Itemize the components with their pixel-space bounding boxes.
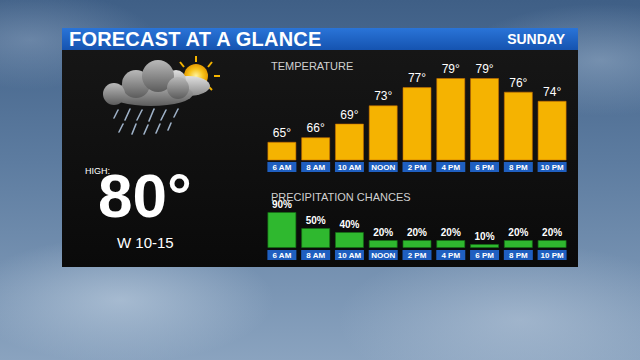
svg-text:8 AM: 8 AM <box>306 251 325 260</box>
svg-text:10%: 10% <box>475 231 495 242</box>
svg-text:50%: 50% <box>306 215 326 226</box>
svg-text:PRECIPITATION CHANCES: PRECIPITATION CHANCES <box>271 191 411 203</box>
svg-text:10 PM: 10 PM <box>541 251 564 260</box>
svg-text:20%: 20% <box>407 227 427 238</box>
svg-text:6 PM: 6 PM <box>475 251 494 260</box>
svg-text:90%: 90% <box>271 198 292 210</box>
svg-text:10 PM: 10 PM <box>541 163 564 172</box>
svg-text:20%: 20% <box>508 227 528 238</box>
svg-text:10 AM: 10 AM <box>338 251 362 260</box>
svg-text:6 PM: 6 PM <box>475 163 494 172</box>
svg-text:6 AM: 6 AM <box>272 163 291 172</box>
svg-text:79°: 79° <box>442 62 460 76</box>
svg-text:65°: 65° <box>273 126 291 140</box>
svg-text:NOON: NOON <box>371 163 395 172</box>
svg-text:20%: 20% <box>441 227 461 238</box>
svg-text:8 PM: 8 PM <box>509 163 528 172</box>
svg-text:6 AM: 6 AM <box>272 251 291 260</box>
svg-text:20%: 20% <box>373 227 393 238</box>
svg-text:66°: 66° <box>307 121 325 135</box>
svg-text:4 PM: 4 PM <box>441 251 460 260</box>
html-text:SUNDAY: SUNDAY <box>507 31 565 47</box>
svg-text:8 AM: 8 AM <box>306 163 325 172</box>
svg-text:79°: 79° <box>475 62 493 76</box>
svg-text:8 PM: 8 PM <box>509 251 528 260</box>
svg-text:10 AM: 10 AM <box>338 163 362 172</box>
svg-text:2 PM: 2 PM <box>408 251 427 260</box>
html-text:80°: 80° <box>98 161 192 230</box>
html-text:W 10-15: W 10-15 <box>117 234 174 251</box>
svg-text:77°: 77° <box>408 71 426 85</box>
svg-text:20%: 20% <box>542 227 562 238</box>
svg-text:2 PM: 2 PM <box>408 163 427 172</box>
svg-text:73°: 73° <box>374 89 392 103</box>
svg-text:40%: 40% <box>339 219 359 230</box>
svg-text:TEMPERATURE: TEMPERATURE <box>271 60 353 72</box>
svg-text:76°: 76° <box>509 76 527 90</box>
html-text:HIGH:: HIGH: <box>85 166 110 176</box>
html-text:FORECAST AT A GLANCE: FORECAST AT A GLANCE <box>69 28 322 50</box>
svg-text:69°: 69° <box>340 108 358 122</box>
svg-text:4 PM: 4 PM <box>441 163 460 172</box>
svg-text:74°: 74° <box>543 85 561 99</box>
svg-text:NOON: NOON <box>371 251 395 260</box>
